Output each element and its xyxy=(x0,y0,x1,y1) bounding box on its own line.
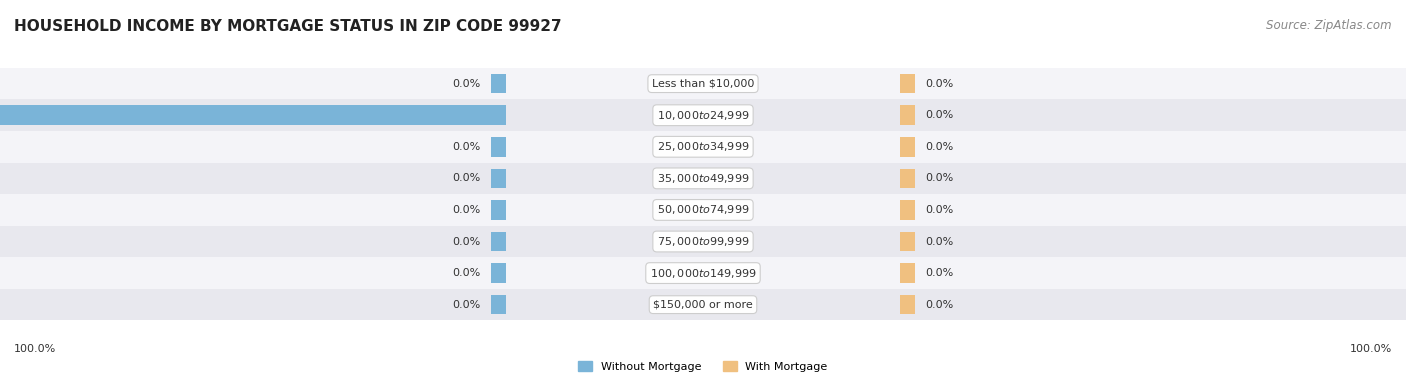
Text: $35,000 to $49,999: $35,000 to $49,999 xyxy=(657,172,749,185)
Text: 0.0%: 0.0% xyxy=(453,142,481,152)
Bar xyxy=(0,289,506,320)
Text: $100,000 to $149,999: $100,000 to $149,999 xyxy=(650,267,756,280)
Bar xyxy=(491,137,506,156)
Text: 0.0%: 0.0% xyxy=(925,110,953,120)
Bar xyxy=(0,106,506,125)
Text: $50,000 to $74,999: $50,000 to $74,999 xyxy=(657,204,749,216)
Bar xyxy=(900,263,915,283)
Bar xyxy=(900,162,1406,194)
Bar xyxy=(900,226,1406,257)
Bar xyxy=(491,200,506,220)
Bar xyxy=(0,257,506,289)
Bar xyxy=(506,100,900,131)
Text: 0.0%: 0.0% xyxy=(925,205,953,215)
Text: $10,000 to $24,999: $10,000 to $24,999 xyxy=(657,109,749,122)
Bar xyxy=(491,295,506,314)
Bar xyxy=(900,169,915,188)
Text: 100.0%: 100.0% xyxy=(14,344,56,354)
Bar xyxy=(491,263,506,283)
Text: 0.0%: 0.0% xyxy=(925,142,953,152)
Text: $25,000 to $34,999: $25,000 to $34,999 xyxy=(657,140,749,153)
Text: 0.0%: 0.0% xyxy=(453,205,481,215)
Bar xyxy=(900,200,915,220)
Bar xyxy=(0,226,506,257)
Text: Source: ZipAtlas.com: Source: ZipAtlas.com xyxy=(1267,19,1392,32)
Text: 0.0%: 0.0% xyxy=(925,173,953,183)
Bar xyxy=(900,194,1406,226)
Text: 0.0%: 0.0% xyxy=(453,173,481,183)
Bar xyxy=(506,257,900,289)
Text: 0.0%: 0.0% xyxy=(925,236,953,247)
Text: 0.0%: 0.0% xyxy=(925,300,953,310)
Bar xyxy=(900,257,1406,289)
Bar xyxy=(0,68,506,100)
Text: 0.0%: 0.0% xyxy=(925,79,953,89)
Bar xyxy=(506,131,900,162)
Bar xyxy=(491,74,506,93)
Bar xyxy=(900,68,1406,100)
Bar xyxy=(900,131,1406,162)
Bar xyxy=(0,162,506,194)
Bar xyxy=(900,100,1406,131)
Bar xyxy=(506,226,900,257)
Text: $75,000 to $99,999: $75,000 to $99,999 xyxy=(657,235,749,248)
Bar xyxy=(900,295,915,314)
Text: 100.0%: 100.0% xyxy=(1350,344,1392,354)
Legend: Without Mortgage, With Mortgage: Without Mortgage, With Mortgage xyxy=(574,356,832,376)
Bar xyxy=(506,162,900,194)
Bar xyxy=(491,169,506,188)
Bar xyxy=(0,100,506,131)
Bar xyxy=(900,137,915,156)
Bar xyxy=(0,131,506,162)
Text: HOUSEHOLD INCOME BY MORTGAGE STATUS IN ZIP CODE 99927: HOUSEHOLD INCOME BY MORTGAGE STATUS IN Z… xyxy=(14,19,561,34)
Bar xyxy=(900,289,1406,320)
Text: 0.0%: 0.0% xyxy=(925,268,953,278)
Bar xyxy=(0,194,506,226)
Bar xyxy=(506,194,900,226)
Text: 0.0%: 0.0% xyxy=(453,79,481,89)
Text: Less than $10,000: Less than $10,000 xyxy=(652,79,754,89)
Text: 0.0%: 0.0% xyxy=(453,300,481,310)
Text: 0.0%: 0.0% xyxy=(453,236,481,247)
Bar xyxy=(900,74,915,93)
Bar xyxy=(491,232,506,251)
Text: $150,000 or more: $150,000 or more xyxy=(654,300,752,310)
Bar xyxy=(900,106,915,125)
Bar xyxy=(506,68,900,100)
Bar xyxy=(506,289,900,320)
Bar xyxy=(900,232,915,251)
Text: 0.0%: 0.0% xyxy=(453,268,481,278)
